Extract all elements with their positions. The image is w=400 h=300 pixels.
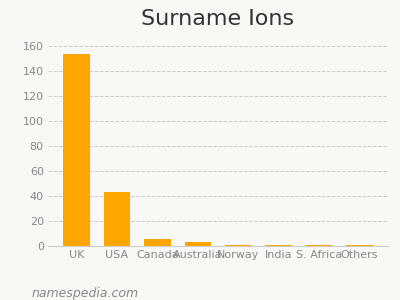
Bar bbox=[104, 192, 130, 246]
Bar bbox=[64, 53, 90, 246]
Bar bbox=[144, 238, 170, 246]
Bar bbox=[185, 242, 211, 246]
Bar bbox=[266, 245, 292, 246]
Text: namespedia.com: namespedia.com bbox=[32, 287, 139, 300]
Bar bbox=[306, 245, 332, 246]
Bar bbox=[225, 245, 251, 246]
Bar bbox=[346, 245, 372, 246]
Title: Surname Ions: Surname Ions bbox=[142, 9, 294, 29]
